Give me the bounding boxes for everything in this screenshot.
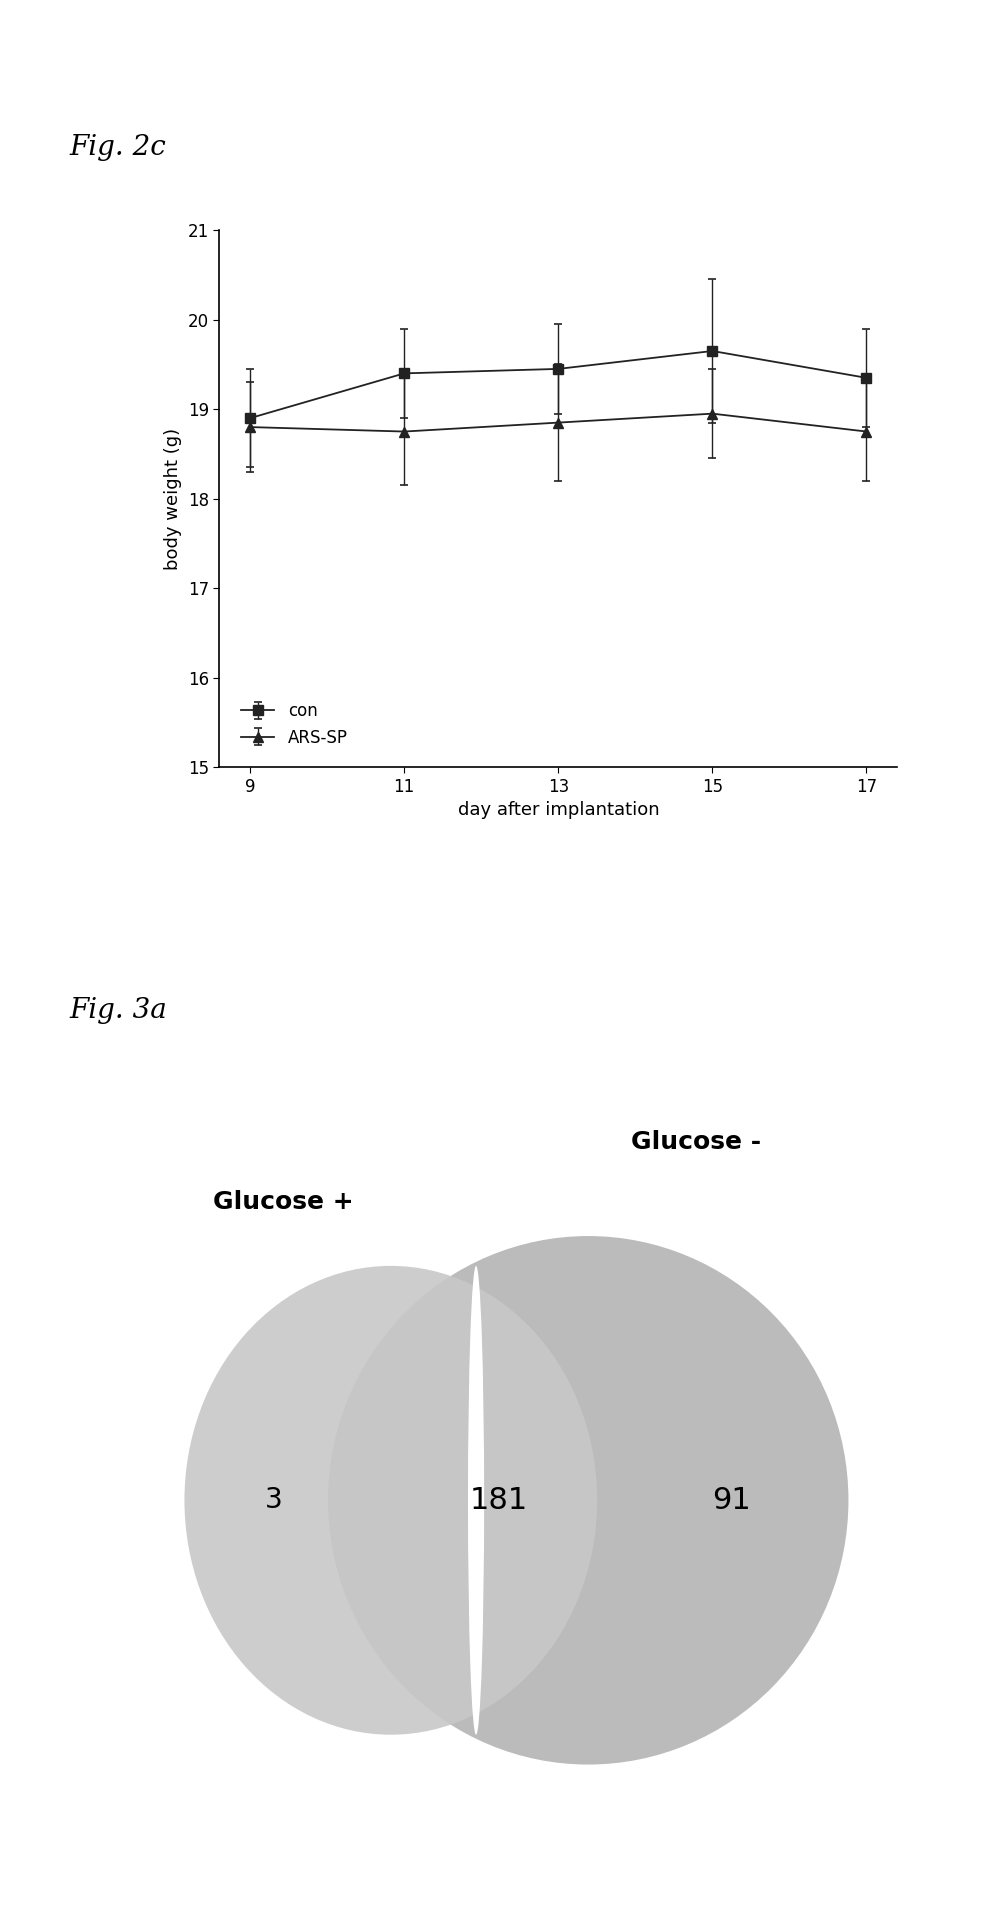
Text: Glucose +: Glucose +: [212, 1189, 354, 1214]
Text: 181: 181: [470, 1486, 527, 1515]
X-axis label: day after implantation: day after implantation: [458, 802, 659, 819]
Text: Glucose -: Glucose -: [631, 1130, 761, 1155]
Text: 3: 3: [265, 1486, 283, 1515]
Ellipse shape: [328, 1235, 848, 1765]
Text: Fig. 3a: Fig. 3a: [70, 997, 167, 1024]
Text: 91: 91: [713, 1486, 751, 1515]
Y-axis label: body weight (g): body weight (g): [165, 428, 182, 570]
Ellipse shape: [184, 1266, 597, 1734]
Ellipse shape: [468, 1266, 485, 1734]
Text: Fig. 2c: Fig. 2c: [70, 134, 166, 161]
Legend: con, ARS-SP: con, ARS-SP: [234, 696, 355, 754]
